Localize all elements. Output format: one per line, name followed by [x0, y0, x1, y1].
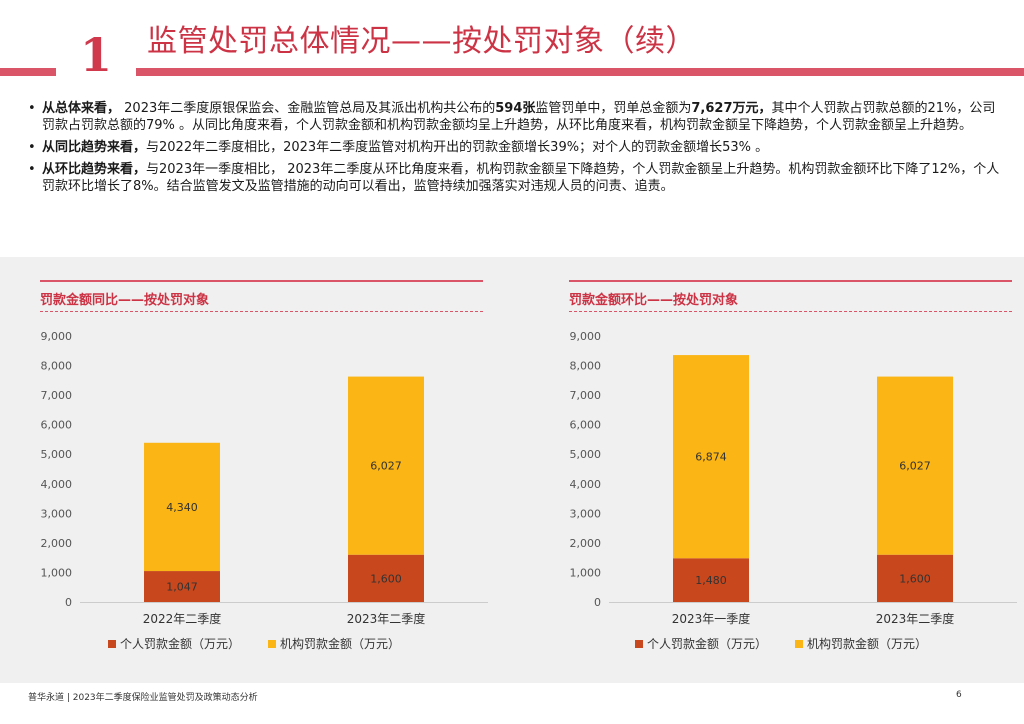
y-tick-label: 7,000: [570, 389, 602, 402]
y-tick-label: 5,000: [570, 448, 602, 461]
legend-item-personal: 个人罚款金额（万元）: [635, 635, 767, 652]
chart-title: 罚款金额环比——按处罚对象: [569, 293, 739, 308]
footer-page-number: 6: [956, 690, 962, 700]
bar-segment: [348, 376, 424, 555]
chart-dashed-rule: [569, 311, 1012, 312]
bar-segment: [877, 376, 953, 555]
bar-segment: [348, 554, 424, 602]
y-tick-label: 0: [594, 596, 601, 609]
page-title: 监管处罚总体情况——按处罚对象（续）: [147, 24, 696, 59]
legend-label: 个人罚款金额（万元）: [120, 637, 241, 651]
legend-item-institution: 机构罚款金额（万元）: [268, 635, 400, 652]
chart-legend: 个人罚款金额（万元） 机构罚款金额（万元）: [635, 635, 955, 652]
y-tick-label: 5,000: [41, 448, 73, 461]
legend-item-institution: 机构罚款金额（万元）: [795, 635, 927, 652]
x-tick-label: 2023年二季度: [347, 611, 426, 626]
legend-label: 个人罚款金额（万元）: [647, 637, 768, 651]
data-label: 1,480: [695, 574, 727, 587]
header-rule: [0, 68, 1024, 76]
x-tick-label: 2023年二季度: [876, 611, 955, 626]
data-label: 1,047: [166, 581, 198, 594]
y-tick-label: 0: [65, 596, 72, 609]
y-tick-label: 1,000: [41, 566, 73, 579]
y-tick-label: 3,000: [570, 507, 602, 520]
chart-yoy: 罚款金额同比——按处罚对象 0 1,000 2,000 3,000 4,000 5,000…: [28, 280, 498, 660]
bullet-highlight: 594张: [495, 101, 536, 116]
bullet-text: 其中个人罚款占罚款总额的21%，公司罚款占罚款总额的79% 。从同比角度来看，个…: [42, 101, 996, 133]
bar-segment: [144, 571, 220, 602]
summary-bullets: • 从总体来看， 2023年二季度原银保监会、金融监管总局及其派出机构共公布的5…: [24, 100, 1000, 200]
chart-legend: 个人罚款金额（万元） 机构罚款金额（万元）: [108, 635, 428, 652]
y-tick-label: 8,000: [41, 360, 73, 373]
bullet-item: • 从同比趋势来看，与2022年二季度相比，2023年二季度监管对机构开出的罚款…: [24, 139, 1000, 156]
chart-top-rule: [40, 280, 483, 282]
bar-segment: [877, 554, 953, 602]
section-number-box: [56, 26, 136, 82]
bullet-text: 监管罚单中，罚单总金额为: [535, 101, 692, 116]
y-tick-label: 4,000: [570, 478, 602, 491]
data-label: 1,600: [899, 572, 931, 585]
bullet-highlight: 7,627万元，: [691, 101, 772, 116]
chart-plot: 0 1,000 2,000 3,000 4,000 5,000 6,000 7,000 8,00…: [570, 330, 1017, 626]
y-tick-label: 6,000: [41, 419, 73, 432]
x-tick-label: 2023年一季度: [672, 611, 751, 626]
bullet-lead: 从同比趋势来看，: [42, 140, 147, 155]
bar-segment: [673, 355, 749, 559]
chart-title: 罚款金额同比——按处罚对象: [40, 293, 210, 308]
y-tick-label: 1,000: [570, 566, 602, 579]
bullet-text: 与2023年一季度相比， 2023年二季度从环比角度来看，机构罚款金额呈下降趋势…: [42, 162, 1000, 194]
y-tick-label: 9,000: [570, 330, 602, 343]
y-tick-label: 7,000: [41, 389, 73, 402]
legend-label: 机构罚款金额（万元）: [807, 637, 928, 651]
y-tick-label: 2,000: [570, 537, 602, 550]
footer-source: 普华永道 | 2023年二季度保险业监管处罚及政策动态分析: [28, 693, 258, 703]
data-label: 6,874: [695, 451, 727, 464]
y-tick-label: 2,000: [41, 537, 73, 550]
bullet-dot-icon: •: [28, 140, 36, 155]
legend-swatch-personal: [108, 639, 116, 648]
bullet-dot-icon: •: [28, 162, 36, 177]
chart-top-rule: [569, 280, 1012, 282]
y-tick-label: 3,000: [41, 507, 73, 520]
bullet-item: • 从环比趋势来看，与2023年一季度相比， 2023年二季度从环比角度来看，机…: [24, 161, 1000, 195]
bullet-item: • 从总体来看， 2023年二季度原银保监会、金融监管总局及其派出机构共公布的5…: [24, 100, 1000, 134]
data-label: 6,027: [370, 460, 402, 473]
legend-swatch-institution: [795, 639, 804, 648]
x-tick-label: 2022年二季度: [143, 611, 222, 626]
bullet-lead: 从总体来看，: [42, 101, 121, 116]
legend-label: 机构罚款金额（万元）: [280, 637, 401, 651]
bullet-text: 2023年二季度原银保监会、金融监管总局及其派出机构共公布的: [120, 101, 496, 116]
bullet-text: 与2022年二季度相比，2023年二季度监管对机构开出的罚款金额增长39%；对个…: [146, 140, 769, 155]
data-label: 1,600: [370, 572, 402, 585]
data-label: 6,027: [899, 460, 931, 473]
section-number: 1: [80, 28, 113, 82]
data-label: 4,340: [166, 501, 198, 514]
y-tick-label: 8,000: [570, 360, 602, 373]
y-tick-label: 4,000: [41, 478, 73, 491]
chart-plot: 0 1,000 2,000 3,000 4,000 5,000 6,000 7,000 8,00…: [41, 330, 488, 626]
chart-qoq: 罚款金额环比——按处罚对象 0 1,000 2,000 3,000 4,000 5,000…: [557, 280, 1024, 660]
chart-dashed-rule: [40, 311, 483, 312]
legend-item-personal: 个人罚款金额（万元）: [108, 635, 240, 652]
slide-header: 1 监管处罚总体情况——按处罚对象（续）: [0, 0, 1024, 82]
legend-swatch-institution: [268, 639, 277, 648]
y-tick-label: 9,000: [41, 330, 73, 343]
bar-segment: [673, 558, 749, 602]
bullet-lead: 从环比趋势来看，: [42, 162, 147, 177]
bar-segment: [144, 442, 220, 572]
legend-swatch-personal: [635, 639, 643, 648]
y-tick-label: 6,000: [570, 419, 602, 432]
bullet-dot-icon: •: [28, 101, 36, 116]
